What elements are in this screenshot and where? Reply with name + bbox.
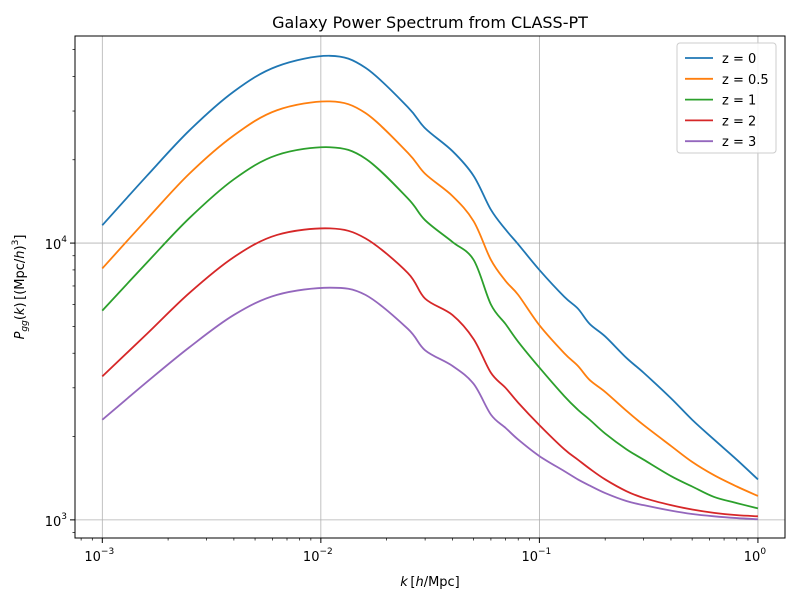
legend-label: z = 0 xyxy=(722,52,756,67)
legend-label: z = 3 xyxy=(722,135,756,150)
legend-label: z = 1 xyxy=(722,94,756,109)
legend: z = 0 z = 0.5 z = 1 z = 2 z = 3 xyxy=(676,42,777,154)
series-line-4 xyxy=(101,286,758,521)
series-line-1 xyxy=(101,100,759,497)
y-tick-label: 104 xyxy=(45,235,68,253)
series-line-2 xyxy=(101,146,759,510)
x-tick-label: 10−3 xyxy=(84,547,114,565)
series-line-3 xyxy=(101,227,758,518)
chart-title: Galaxy Power Spectrum from CLASS-PT xyxy=(272,13,588,32)
x-tick-label: 10−1 xyxy=(521,547,551,565)
legend-label: z = 0.5 xyxy=(722,73,769,88)
x-tick-label: 100 xyxy=(744,547,767,565)
x-axis-label: k [h/Mpc] xyxy=(400,575,460,590)
series-lines xyxy=(101,54,759,521)
series-line-0 xyxy=(101,54,759,481)
x-tick-label: 10−2 xyxy=(303,547,333,565)
y-axis-label: Pgg(k) [(Mpc/h)3] xyxy=(11,235,30,340)
axes-frame xyxy=(74,35,786,539)
axis-ticks: 10−3 10−2 10−1 100 103 104 xyxy=(45,49,767,565)
y-tick-label: 103 xyxy=(45,512,67,530)
legend-label: z = 2 xyxy=(722,114,756,129)
legend-box xyxy=(676,42,777,154)
